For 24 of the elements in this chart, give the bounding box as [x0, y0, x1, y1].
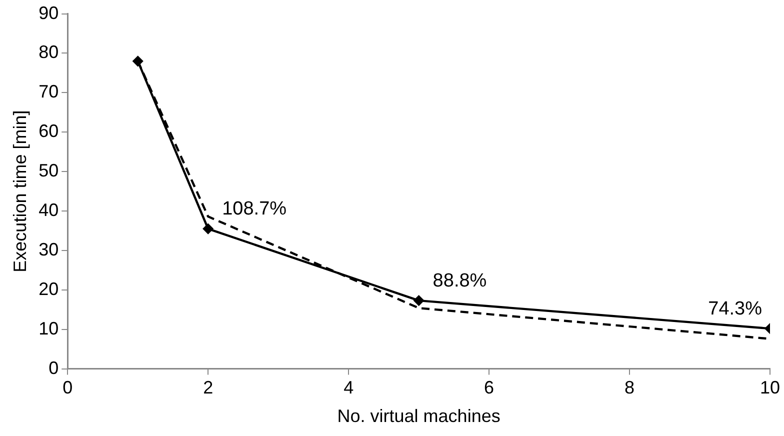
x-tick-label: 10: [760, 378, 780, 398]
point: [414, 295, 424, 306]
point: [132, 56, 143, 66]
y-tick-label: 80: [38, 42, 59, 62]
y-tick-label: 60: [38, 121, 59, 142]
y-tick-label: 50: [38, 160, 59, 181]
y-axis-title: Execution time [min]: [10, 110, 30, 272]
x-tick-label: 6: [484, 378, 494, 398]
x-axis-title: No. virtual machines: [337, 406, 500, 426]
y-tick-label: 70: [38, 82, 59, 102]
annotation: 74.3%: [708, 298, 762, 320]
y-tick-label: 40: [38, 200, 59, 220]
x-tick-label: 8: [624, 378, 635, 398]
x-tick-label: 4: [344, 378, 354, 398]
annotation: 108.7%: [222, 198, 287, 220]
x-tick-label: 2: [203, 378, 214, 398]
y-tick-label: 10: [38, 318, 59, 338]
y-tick-label: 20: [38, 278, 59, 299]
y-tick-label: 30: [38, 239, 59, 260]
x-tick-label: 0: [62, 378, 73, 398]
annotation: 88.8%: [432, 270, 487, 292]
y-tick-label: 90: [38, 2, 59, 23]
point: [202, 224, 214, 234]
y-tick-label: 0: [48, 358, 59, 378]
